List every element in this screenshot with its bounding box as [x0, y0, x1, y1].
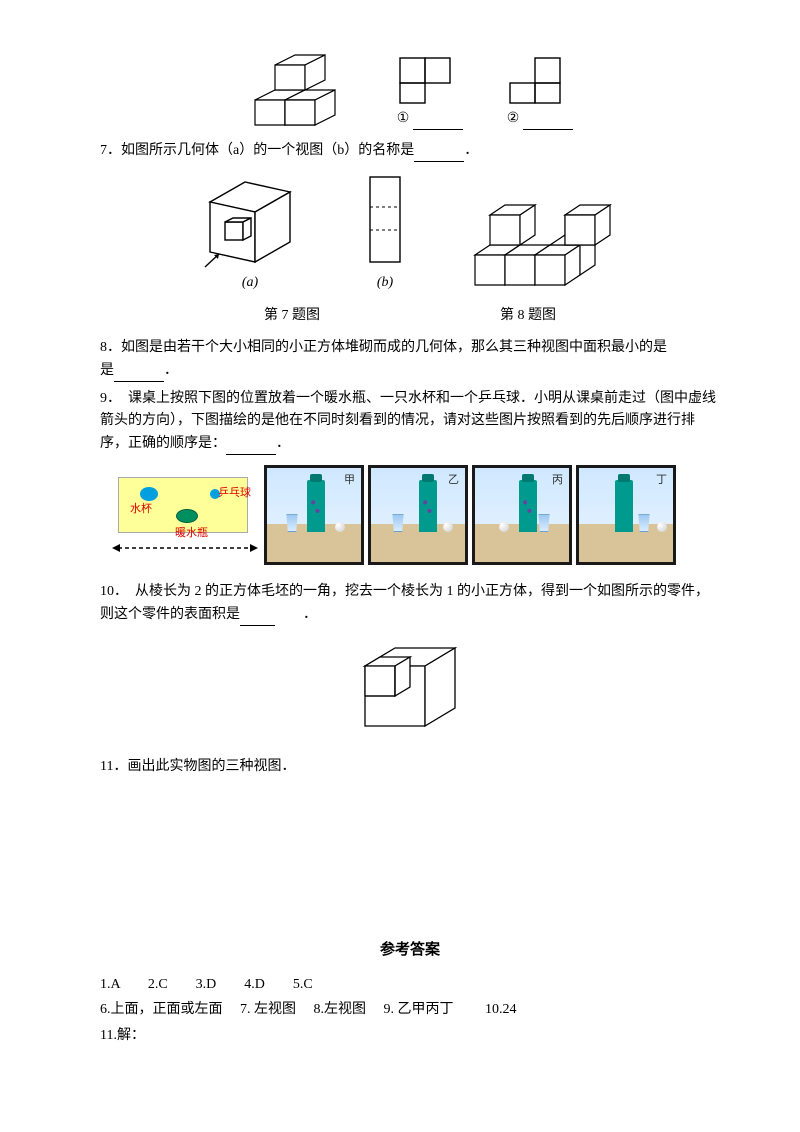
- q11-text-span: 11．画出此实物图的三种视图．: [100, 759, 295, 774]
- frame2-tag: 乙: [448, 472, 459, 490]
- q7-q8-figure-row: (a) (b): [100, 172, 720, 294]
- answers-line1: 1.A 2.C 3.D 4.D 5.C: [100, 972, 720, 997]
- answers-title: 参考答案: [100, 938, 720, 962]
- q11-text: 11．画出此实物图的三种视图．: [100, 756, 720, 778]
- q9-frame-4: 丁: [576, 465, 676, 565]
- q7-text-span: 7．如图所示几何体（a）的一个视图（b）的名称是: [100, 143, 414, 158]
- walk-arrow: [110, 541, 260, 555]
- q10-suffix: ．: [275, 607, 317, 622]
- answers-line2: 6.上面，正面或左面 7. 左视图 8.左视图 9. 乙甲丙丁 10.24: [100, 997, 720, 1022]
- q6-shape2: [505, 53, 575, 108]
- q7-view-b: (b): [365, 172, 405, 294]
- q6-shape2-group: ②: [505, 53, 575, 130]
- q10-figure: [100, 636, 720, 736]
- q8-text-span: 8．如图是由若干个大小相同的小正方体堆砌而成的几何体，那么其三种视图中面积最小的…: [100, 340, 667, 355]
- q9-text: 9． 课桌上按照下图的位置放着一个暖水瓶、一只水杯和一个乒乓球．小明从课桌前走过…: [100, 388, 720, 455]
- q8-text: 8．如图是由若干个大小相同的小正方体堆砌而成的几何体，那么其三种视图中面积最小的…: [100, 337, 720, 382]
- thermos-3: [519, 480, 537, 532]
- answers-line3: 11.解：: [100, 1023, 720, 1048]
- q10-blank: [240, 612, 275, 626]
- q6-blank2: [523, 116, 573, 130]
- q9-frame-3: 丙: [472, 465, 572, 565]
- answers-block: 1.A 2.C 3.D 4.D 5.C 6.上面，正面或左面 7. 左视图 8.…: [100, 972, 720, 1048]
- q7-caption-a: (a): [195, 272, 305, 294]
- q6-figure-row: ① ②: [100, 40, 720, 130]
- ball-label: 乒乓球: [218, 485, 251, 503]
- q6-cubes-3d: [245, 40, 355, 130]
- q6-blank1: [413, 116, 463, 130]
- frame4-tag: 丁: [656, 472, 667, 490]
- q6-shape1-group: ①: [395, 53, 465, 130]
- q6-label2: ②: [507, 108, 520, 130]
- q6-label1: ①: [397, 108, 410, 130]
- q7-caption-b: (b): [365, 272, 405, 294]
- thermos-label: 暖水瓶: [175, 525, 208, 543]
- q6-shape1: [395, 53, 465, 108]
- q7-blank: [414, 148, 464, 162]
- q8-solid: [465, 185, 625, 295]
- thermos-1: [307, 480, 325, 532]
- q9-figure-row: 水杯 乒乓球 暖水瓶 甲 乙 丙 丁: [100, 465, 720, 565]
- q10-text-span: 10． 从棱长为 2 的正方体毛坯的一角，挖去一个棱长为 1 的小正方体，得到一…: [100, 584, 709, 621]
- q7-figure-caption: 第 7 题图: [264, 305, 320, 327]
- q7-q8-captions: 第 7 题图 第 8 题图: [100, 305, 720, 327]
- frame3-tag: 丙: [552, 472, 563, 490]
- frame1-tag: 甲: [344, 472, 355, 490]
- q8-suffix: ．: [164, 363, 178, 378]
- thermos-4: [615, 480, 633, 532]
- q9-desk-diagram: 水杯 乒乓球 暖水瓶: [100, 465, 260, 565]
- thermos-2: [419, 480, 437, 532]
- q8-blank: [114, 368, 164, 382]
- q8-figure-caption: 第 8 题图: [500, 305, 556, 327]
- q9-frame-1: 甲: [264, 465, 364, 565]
- q7-solid-a: (a): [195, 172, 305, 294]
- q7-text: 7．如图所示几何体（a）的一个视图（b）的名称是．: [100, 140, 720, 162]
- q9-blank: [226, 441, 276, 455]
- q9-frame-2: 乙: [368, 465, 468, 565]
- q10-text: 10． 从棱长为 2 的正方体毛坯的一角，挖去一个棱长为 1 的小正方体，得到一…: [100, 581, 720, 626]
- q9-text-span: 9． 课桌上按照下图的位置放着一个暖水瓶、一只水杯和一个乒乓球．小明从课桌前走过…: [100, 391, 716, 451]
- q9-suffix: ．: [276, 436, 290, 451]
- cup-label: 水杯: [130, 501, 152, 519]
